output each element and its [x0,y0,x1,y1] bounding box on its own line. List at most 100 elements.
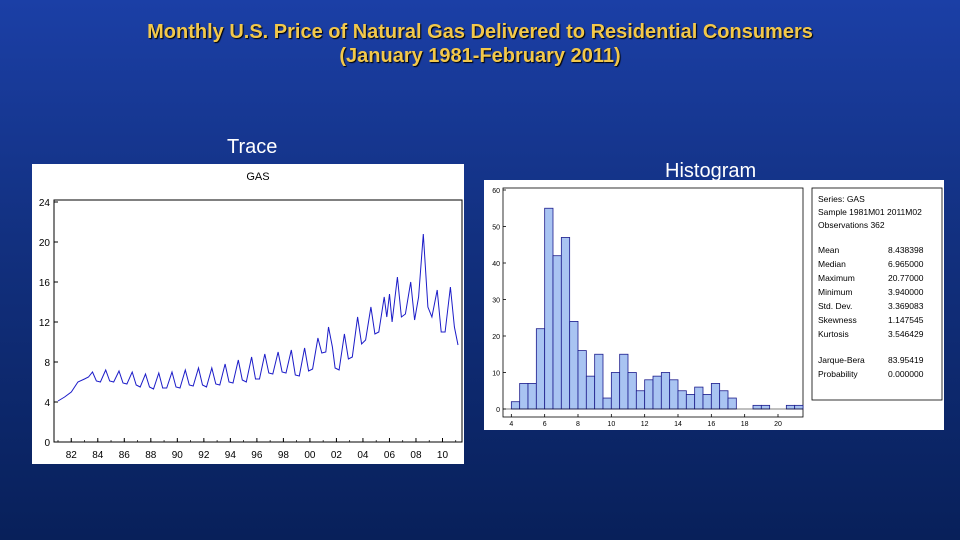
stats-row-value: 3.940000 [888,287,924,297]
stats-row-label: Std. Dev. [818,301,852,311]
histogram-bar [652,375,662,410]
histogram-bar [694,386,704,410]
stats-row-value: 83.95419 [888,355,924,365]
trace-xtick-label: 86 [119,450,131,461]
stats-row-value: 1.147545 [888,315,924,325]
trace-xtick-label: 82 [66,450,78,461]
histogram-ytick-label: 40 [492,261,500,268]
histogram-bar [610,372,621,410]
histogram-bar [752,404,762,410]
trace-plot-frame [53,199,463,443]
stats-row-value: 3.369083 [888,301,924,311]
trace-xtick-label: 02 [331,450,343,461]
stats-row-value: 3.546429 [888,329,924,339]
histogram-ytick-label: 50 [492,225,500,232]
histogram-xtick-label: 4 [509,421,513,428]
histogram-bar [585,375,596,410]
histogram-bar [577,350,587,410]
histogram-bar [710,383,721,410]
trace-chart-title: GAS [246,171,269,183]
trace-xtick-label: 92 [198,450,210,461]
histogram-xtick-label: 14 [674,421,682,428]
stats-row-value: 0.000000 [888,369,924,379]
stats-row-value: 6.965000 [888,259,924,269]
trace-ytick-label: 8 [44,358,50,369]
histogram-xtick-label: 20 [774,421,782,428]
stats-row-value: 8.438398 [888,245,924,255]
histogram-bar [702,393,712,410]
histogram-ytick-label: 20 [492,334,500,341]
histogram-ytick-label: 10 [492,371,500,378]
slide-title-line2: (January 1981-February 2011) [339,45,621,67]
trace-ytick-label: 20 [39,238,51,249]
trace-xtick-label: 88 [145,450,157,461]
histogram-bar [677,390,687,410]
histogram-bar [660,372,671,410]
histogram-bar [552,255,562,410]
histogram-ytick-label: 30 [492,298,500,305]
histogram-xtick-label: 10 [607,421,615,428]
histogram-bar [644,379,654,410]
histogram-bar [719,390,729,410]
stats-row-label: Kurtosis [818,329,849,339]
histogram-bar [519,383,529,410]
stats-row-label: Maximum [818,273,855,283]
histogram-bar [669,379,679,410]
trace-ytick-label: 12 [39,318,51,329]
histogram-xtick-label: 16 [707,421,715,428]
trace-label: Trace [227,136,278,158]
stats-sample: Sample 1981M01 2011M02 [818,207,922,217]
histogram-bar [535,328,546,410]
trace-xtick-label: 84 [92,450,104,461]
trace-series-line [57,233,459,402]
histogram-panel: 0 10 20 30 40 50 60 4 6 8 10 12 14 16 18 20 Series: GA… [484,180,944,430]
histogram-bar [569,320,579,410]
histogram-bar [544,207,554,410]
histogram-bar [794,404,804,410]
trace-xtick-label: 90 [172,450,184,461]
trace-xtick-label: 06 [384,450,396,461]
histogram-bar [785,404,796,410]
trace-xtick-label: 96 [251,450,263,461]
stats-row-label: Jarque-Bera [818,355,865,365]
histogram-chart: 0 10 20 30 40 50 60 4 6 8 10 12 14 16 18 20 Series: GA… [492,187,943,428]
stats-row-value: 20.77000 [888,273,924,283]
histogram-xtick-label: 12 [641,421,649,428]
histogram-bar [760,404,771,410]
trace-ytick-label: 4 [44,398,50,409]
stats-series: Series: GAS [818,194,865,204]
stats-observations: Observations 362 [818,220,885,230]
trace-ytick-label: 24 [39,198,51,209]
stats-row-label: Skewness [818,315,857,325]
histogram-ytick-label: 0 [496,407,500,414]
stats-box [811,187,943,401]
histogram-label: Histogram [665,160,757,182]
trace-xtick-label: 94 [225,450,237,461]
trace-panel: GAS 0 4 8 12 16 20 24 82 84 86 88 90 92 94 96 98 00 02 04… [32,164,464,464]
trace-xtick-label: 08 [410,450,422,461]
slide-title-line1: Monthly U.S. Price of Natural Gas Delive… [147,21,813,43]
trace-ytick-label: 16 [39,278,51,289]
stats-row-label: Minimum [818,287,852,297]
histogram-bar [594,353,604,410]
trace-xtick-label: 00 [304,450,316,461]
histogram-xtick-label: 18 [741,421,749,428]
histogram-bar [510,401,521,410]
histogram-bar [602,397,612,410]
histogram-bar [627,372,637,410]
histogram-xtick-label: 8 [576,421,580,428]
histogram-bar [527,383,537,410]
histogram-bar [727,397,737,410]
histogram-bar [635,390,646,410]
stats-row-label: Mean [818,245,840,255]
trace-xtick-label: 10 [437,450,449,461]
histogram-bar [685,393,696,410]
trace-xtick-label: 04 [357,450,369,461]
trace-xtick-label: 98 [278,450,290,461]
histogram-xtick-label: 6 [543,421,547,428]
histogram-ytick-label: 60 [492,188,500,195]
histogram-bar [619,353,629,410]
histogram-plot-frame [502,187,804,418]
stats-row-label: Probability [818,369,858,379]
